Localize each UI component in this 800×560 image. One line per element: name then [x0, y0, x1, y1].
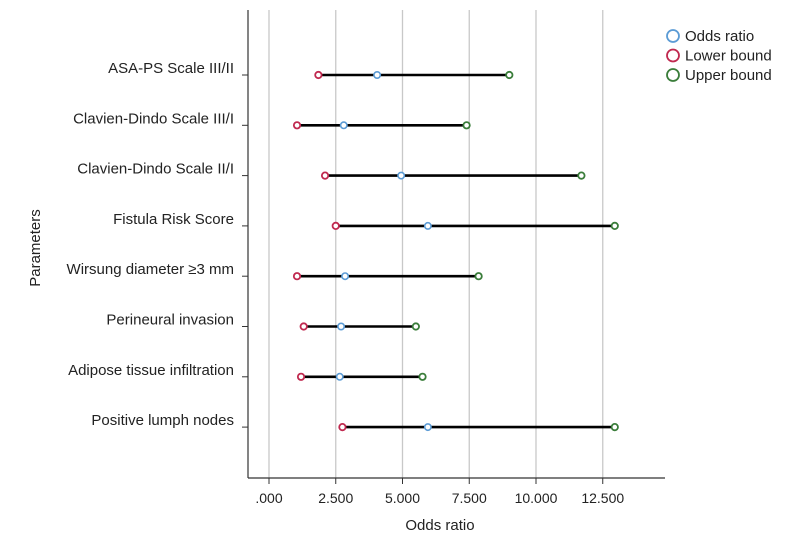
odds-ratio-point — [335, 372, 344, 381]
upper-bound-point — [577, 171, 586, 180]
lower-bound-point — [338, 422, 347, 432]
range-lines — [297, 73, 615, 429]
odds-ratio-point — [339, 121, 348, 130]
legend-label-upper: Upper bound — [685, 67, 772, 84]
category-labels: ASA-PS Scale III/II Clavien-Dindo Scale I… — [67, 60, 234, 429]
lower-bound-point — [314, 70, 323, 80]
upper-bound-point — [418, 372, 427, 381]
odds-ratio-point — [341, 272, 350, 281]
category-label: Adipose tissue infiltration — [68, 362, 234, 379]
x-tick-label: .000 — [255, 490, 282, 506]
upper-bound-point — [610, 422, 619, 432]
legend-marker-upper — [666, 68, 680, 82]
upper-bound-point — [610, 221, 619, 230]
legend-marker-lower — [666, 48, 680, 63]
lower-bound-point — [292, 272, 302, 281]
upper-bound-point — [505, 70, 514, 80]
lower-bound-point — [296, 372, 306, 381]
x-tick-label: 12.500 — [581, 490, 624, 506]
x-tick-label: 5.000 — [385, 490, 420, 506]
category-label: Clavien-Dindo Scale III/I — [73, 110, 234, 127]
category-label: Perineural invasion — [106, 312, 234, 329]
lower-bound-point — [320, 171, 330, 180]
lower-bound-point — [331, 221, 340, 230]
odds-ratio-point — [423, 221, 432, 230]
upper-bound-point — [474, 272, 483, 281]
x-tick-label: 10.000 — [515, 490, 558, 506]
category-label: Fistula Risk Score — [113, 211, 234, 228]
lower-bound-point — [299, 322, 308, 331]
y-axis-title: Parameters — [27, 209, 44, 287]
category-label: Positive lumph nodes — [91, 412, 234, 429]
odds-ratio-point — [373, 71, 382, 80]
x-axis-title: Odds ratio — [405, 517, 474, 534]
upper-bound-point — [462, 121, 471, 130]
legend: Odds ratio Lower bound Upper bound — [666, 28, 772, 84]
x-tick-labels: .000 2.500 5.000 7.500 10.000 12.500 — [255, 490, 624, 506]
legend-label-lower: Lower bound — [685, 48, 772, 65]
upper-bound-point — [411, 322, 420, 331]
legend-label-or: Odds ratio — [685, 28, 754, 45]
x-tick-label: 2.500 — [318, 490, 353, 506]
lower-bound-point — [292, 121, 302, 130]
data-points — [292, 70, 619, 432]
legend-marker-or — [666, 29, 680, 43]
odds-ratio-point — [397, 171, 406, 180]
gridlines — [268, 10, 604, 478]
category-label: Wirsung diameter ≥3 mm — [67, 261, 234, 278]
category-label: ASA-PS Scale III/II — [108, 60, 234, 77]
odds-ratio-point — [423, 423, 432, 432]
x-tick-label: 7.500 — [452, 490, 487, 506]
category-label: Clavien-Dindo Scale II/I — [77, 161, 234, 178]
odds-ratio-point — [337, 322, 346, 331]
axes — [242, 10, 665, 484]
